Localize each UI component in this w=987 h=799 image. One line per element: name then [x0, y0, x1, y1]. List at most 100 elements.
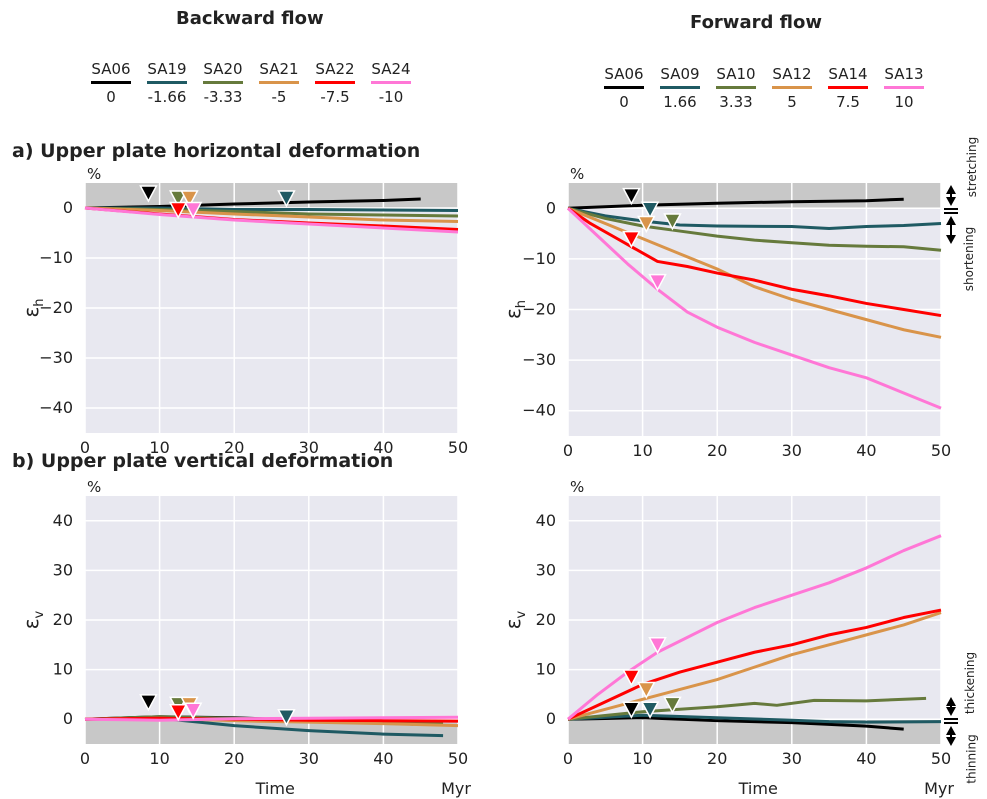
- x-unit-label: Myr: [441, 779, 471, 798]
- x-tick-label: 20: [707, 441, 727, 460]
- legend-value: 3.33: [719, 93, 753, 111]
- section-b-title: b) Upper plate vertical deformation: [12, 450, 394, 472]
- x-tick-label: 0: [80, 749, 90, 768]
- thinning-arrow: [946, 726, 956, 746]
- legend-forward: SA06 0 SA09 1.66 SA10 3.33 SA12 5 SA14 7.5 SA13 10: [596, 65, 932, 111]
- y-tick-label: 0: [546, 709, 556, 728]
- series-line-sa13: [567, 534, 942, 721]
- legend-value: -1.66: [147, 88, 187, 106]
- legend-name: SA10: [716, 65, 756, 83]
- legend-name: SA19: [147, 60, 187, 78]
- x-tick-label: 40: [373, 438, 393, 457]
- x-tick-label: 30: [299, 438, 319, 457]
- section-a-title: a) Upper plate horizontal deformation: [12, 140, 421, 162]
- arrow-head-down: [946, 737, 956, 746]
- x-tick-label: 0: [563, 441, 573, 460]
- y-tick-label: −20: [39, 298, 73, 317]
- legend-backward: SA06 0 SA19 -1.66 SA20 -3.33 SA21 -5 SA22 -7.5 SA2…: [83, 60, 419, 106]
- legend-item-sa14: SA14 7.5: [820, 65, 876, 111]
- panel-backward-horizontal: 0 10 20 30 40 50 0 −10 −20 −30 −40% εh: [19, 165, 468, 457]
- onset-marker-sa12: [637, 681, 656, 700]
- thinning-label: thinning: [964, 734, 979, 784]
- legend-value: 0: [106, 88, 116, 106]
- y-unit-label: %: [87, 165, 101, 183]
- x-tick-label: 40: [856, 441, 876, 460]
- y-tick-label: −10: [39, 248, 73, 267]
- legend-item-sa12: SA12 5: [764, 65, 820, 111]
- onset-marker-sa14: [622, 669, 641, 687]
- y-tick-label: 0: [546, 198, 556, 217]
- legend-item-sa19: SA19 -1.66: [139, 60, 195, 106]
- series-line-sa06: [567, 716, 904, 731]
- panel-backward-vertical: 0 10 20 30 40 50 0 10 20 30 40% εv Time Myr: [19, 478, 471, 798]
- onset-marker-sa24: [183, 702, 203, 720]
- legend-swatch: [884, 86, 924, 89]
- y-unit-label: %: [570, 478, 584, 496]
- legend-item-sa22: SA22 -7.5: [307, 60, 363, 106]
- legend-value: -3.33: [203, 88, 243, 106]
- legend-value: 1.66: [663, 93, 697, 111]
- series-line-sa21: [84, 206, 459, 223]
- legend-item-sa09: SA09 1.66: [652, 65, 708, 111]
- y-tick-label: −40: [522, 401, 556, 420]
- arrow-head-up: [946, 697, 956, 706]
- onset-marker-sa19: [277, 190, 296, 208]
- legend-value: -5: [271, 88, 287, 106]
- arrow-head-up: [946, 216, 956, 225]
- x-unit-label: Myr: [924, 779, 954, 798]
- series-line-sa14: [567, 207, 942, 318]
- y-tick-label: 30: [536, 560, 556, 579]
- onset-marker-sa22: [169, 704, 188, 722]
- legend-value: 10: [894, 93, 914, 111]
- x-tick-label: 10: [632, 749, 652, 768]
- y-tick-label: −10: [522, 249, 556, 268]
- y-axis-label: εv: [19, 610, 47, 629]
- shortening-label: shortening: [962, 226, 977, 292]
- y-unit-label: %: [570, 165, 584, 183]
- y-tick-label: 40: [536, 511, 556, 530]
- y-tick-label: 10: [53, 660, 73, 679]
- y-tick-label: −40: [39, 398, 73, 417]
- y-axis-label: εv: [501, 610, 529, 629]
- legend-value: 5: [787, 93, 797, 111]
- x-tick-label: 50: [448, 749, 468, 768]
- onset-marker-sa22: [169, 201, 188, 220]
- onset-marker-sa12: [637, 215, 656, 234]
- x-tick-label: 20: [707, 749, 727, 768]
- backward-flow-header: Backward flow: [176, 8, 324, 29]
- onset-marker-sa13: [648, 273, 667, 292]
- thickening-label: thickening: [963, 651, 978, 715]
- x-tick-label: 10: [149, 749, 169, 768]
- legend-name: SA20: [203, 60, 243, 78]
- x-tick-label: 40: [856, 749, 876, 768]
- legend-swatch: [315, 81, 355, 84]
- y-axis-label: εh: [501, 300, 529, 319]
- legend-item-sa13: SA13 10: [876, 65, 932, 111]
- onset-marker-sa10: [663, 213, 682, 231]
- stretching-label: stretching: [965, 136, 980, 198]
- panel-forward-horizontal: 0 10 20 30 40 50 0 −10 −20 −30 −40% εh: [501, 165, 951, 460]
- arrow-head-down: [946, 197, 956, 206]
- onset-marker-sa06: [622, 701, 641, 719]
- legend-name: SA14: [828, 65, 868, 83]
- thickening-arrow: [946, 697, 956, 716]
- legend-item-sa10: SA10 3.33: [708, 65, 764, 111]
- legend-item-sa24: SA24 -10: [363, 60, 419, 106]
- y-tick-label: −20: [522, 300, 556, 319]
- legend-swatch: [147, 81, 187, 84]
- legend-swatch: [259, 81, 299, 84]
- onset-marker-sa13: [648, 637, 667, 655]
- shortening-arrow: [946, 216, 956, 244]
- legend-name: SA22: [315, 60, 355, 78]
- x-axis-label: Time: [738, 779, 778, 798]
- onset-marker-sa19: [277, 708, 296, 727]
- x-axis-label: Time: [255, 779, 295, 798]
- y-tick-label: 40: [53, 511, 73, 530]
- arrow-head-down: [946, 707, 956, 716]
- legend-swatch: [828, 86, 868, 89]
- y-tick-label: 0: [63, 709, 73, 728]
- legend-name: SA24: [371, 60, 411, 78]
- x-tick-label: 50: [931, 749, 951, 768]
- onset-marker-sa20: [169, 190, 188, 208]
